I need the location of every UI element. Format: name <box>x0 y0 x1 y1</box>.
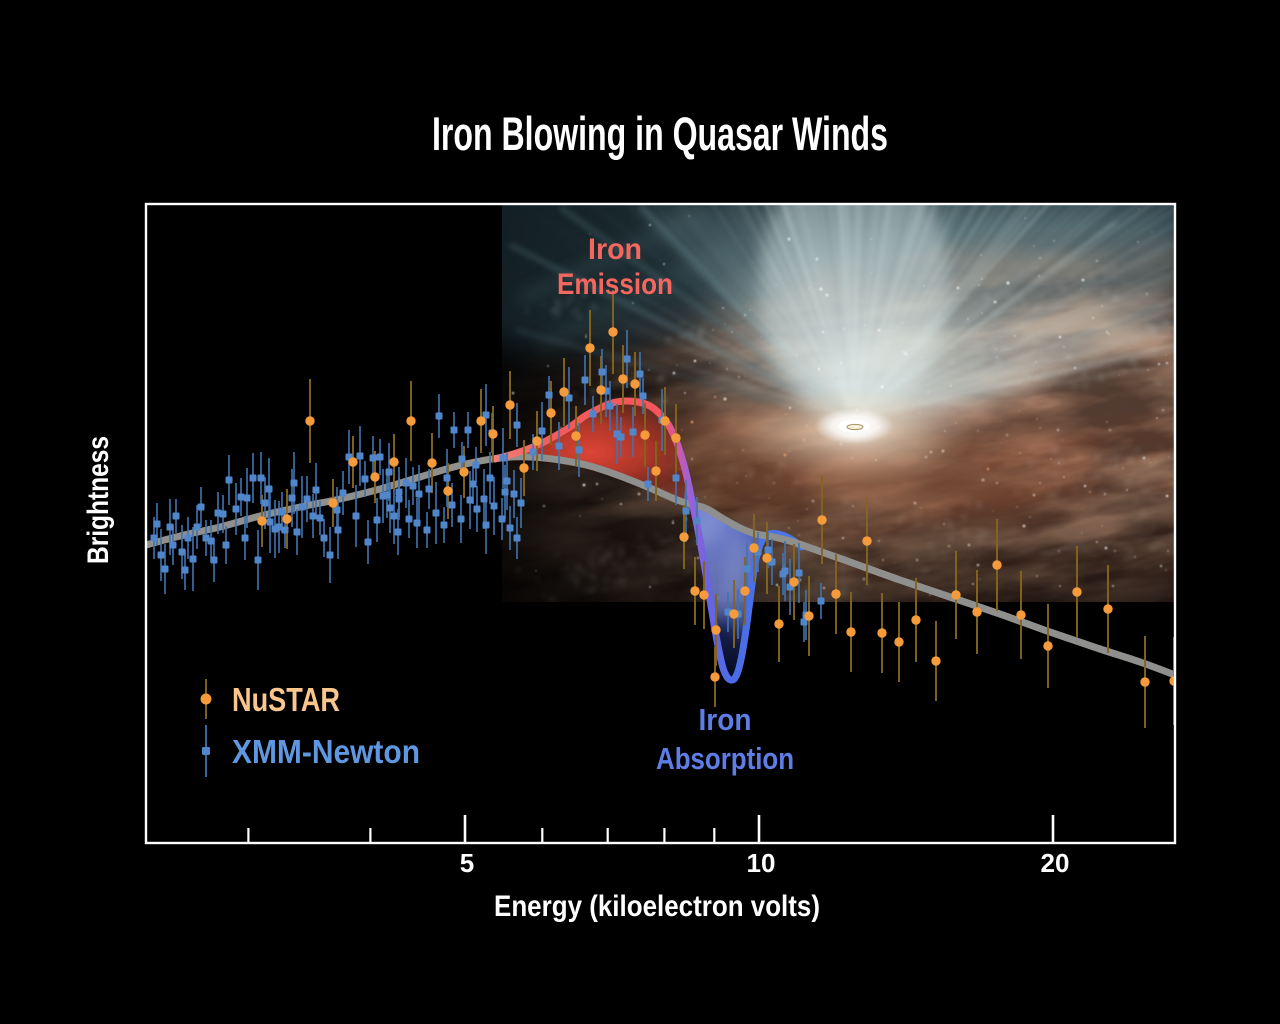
svg-text:Iron Blowing in Quasar Winds: Iron Blowing in Quasar Winds <box>432 107 888 160</box>
svg-text:Iron: Iron <box>699 702 752 737</box>
svg-text:Brightness: Brightness <box>82 436 115 564</box>
svg-text:5: 5 <box>460 848 474 878</box>
svg-text:20: 20 <box>1041 848 1070 878</box>
svg-text:Iron: Iron <box>588 233 642 266</box>
svg-text:NuSTAR: NuSTAR <box>232 681 340 718</box>
svg-text:Absorption: Absorption <box>656 741 794 776</box>
svg-text:Energy (kiloelectron volts): Energy (kiloelectron volts) <box>494 890 820 923</box>
svg-text:Emission: Emission <box>557 268 673 301</box>
svg-text:XMM-Newton: XMM-Newton <box>232 733 420 770</box>
svg-text:10: 10 <box>747 848 776 878</box>
